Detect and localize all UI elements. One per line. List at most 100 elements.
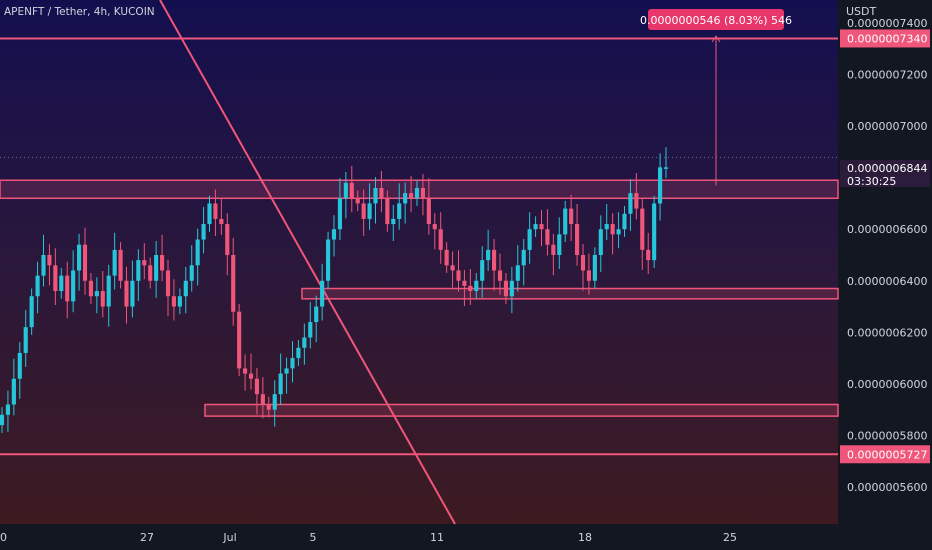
candle-body[interactable] xyxy=(515,265,520,281)
candle-body[interactable] xyxy=(456,270,461,281)
candle-body[interactable] xyxy=(521,249,526,266)
candle-body[interactable] xyxy=(367,203,372,219)
candle-body[interactable] xyxy=(106,275,111,307)
candle-body[interactable] xyxy=(426,198,431,225)
candle-body[interactable] xyxy=(355,198,360,204)
candle-body[interactable] xyxy=(165,270,171,297)
candle-body[interactable] xyxy=(94,291,99,297)
support-zone[interactable] xyxy=(301,287,839,300)
candle-body[interactable] xyxy=(563,208,568,235)
candle-body[interactable] xyxy=(414,187,420,199)
candle-body[interactable] xyxy=(23,327,28,353)
candle-body[interactable] xyxy=(53,265,58,292)
candle-body[interactable] xyxy=(646,249,651,261)
candle-body[interactable] xyxy=(486,249,491,261)
candle-body[interactable] xyxy=(82,244,88,281)
candle-body[interactable] xyxy=(592,255,597,281)
candle-body[interactable] xyxy=(509,280,514,297)
candle-body[interactable] xyxy=(136,260,141,281)
candle-body[interactable] xyxy=(171,296,177,307)
candle-body[interactable] xyxy=(557,234,562,255)
candle-body[interactable] xyxy=(331,229,337,240)
candle-body[interactable] xyxy=(616,229,621,235)
candle-body[interactable] xyxy=(663,167,669,169)
candle-body[interactable] xyxy=(497,270,503,281)
candle-body[interactable] xyxy=(468,285,473,292)
candle-body[interactable] xyxy=(177,296,182,307)
candle-body[interactable] xyxy=(59,275,64,292)
candle-body[interactable] xyxy=(189,265,194,281)
candle-body[interactable] xyxy=(586,270,592,281)
candle-body[interactable] xyxy=(657,167,663,204)
candle-body[interactable] xyxy=(580,255,586,271)
candle-body[interactable] xyxy=(148,265,153,281)
candle-body[interactable] xyxy=(574,224,580,255)
candle-body[interactable] xyxy=(569,208,574,225)
candle-body[interactable] xyxy=(272,394,277,410)
candle-body[interactable] xyxy=(385,198,390,225)
candle-body[interactable] xyxy=(325,239,331,281)
candle-body[interactable] xyxy=(201,224,206,240)
candle-body[interactable] xyxy=(474,280,479,292)
candle-body[interactable] xyxy=(551,244,556,255)
candle-body[interactable] xyxy=(397,203,402,219)
candle-body[interactable] xyxy=(71,270,76,302)
candle-body[interactable] xyxy=(308,322,313,338)
candle-body[interactable] xyxy=(503,280,509,297)
candle-body[interactable] xyxy=(450,265,455,271)
candle-body[interactable] xyxy=(65,275,70,302)
candle-body[interactable] xyxy=(0,414,5,426)
candle-body[interactable] xyxy=(527,229,532,250)
candle-body[interactable] xyxy=(76,244,82,271)
candle-body[interactable] xyxy=(628,193,633,214)
candle-body[interactable] xyxy=(219,218,224,225)
candle-body[interactable] xyxy=(539,224,544,230)
candle-body[interactable] xyxy=(207,203,212,225)
candle-body[interactable] xyxy=(29,296,34,328)
candle-body[interactable] xyxy=(598,229,603,255)
candle-body[interactable] xyxy=(213,203,218,219)
candle-body[interactable] xyxy=(5,404,11,415)
candle-body[interactable] xyxy=(314,306,319,323)
candle-body[interactable] xyxy=(154,255,159,281)
candle-body[interactable] xyxy=(47,255,52,266)
candle-body[interactable] xyxy=(237,311,242,369)
candle-body[interactable] xyxy=(11,378,16,405)
candle-body[interactable] xyxy=(260,394,265,405)
candle-body[interactable] xyxy=(545,229,550,245)
candle-body[interactable] xyxy=(320,280,325,307)
candle-body[interactable] xyxy=(403,193,408,204)
candle-body[interactable] xyxy=(379,187,384,199)
candle-body[interactable] xyxy=(610,224,615,235)
candle-body[interactable] xyxy=(254,378,260,395)
candle-body[interactable] xyxy=(266,404,271,410)
candle-body[interactable] xyxy=(130,280,135,307)
candle-body[interactable] xyxy=(225,224,230,255)
candle-body[interactable] xyxy=(640,208,645,250)
candle-body[interactable] xyxy=(361,203,366,219)
candle-body[interactable] xyxy=(17,352,22,379)
candle-body[interactable] xyxy=(480,260,485,281)
candle-body[interactable] xyxy=(41,255,46,276)
candle-body[interactable] xyxy=(195,239,200,266)
candle-body[interactable] xyxy=(100,291,105,307)
candle-body[interactable] xyxy=(290,358,295,369)
candle-body[interactable] xyxy=(248,373,254,379)
candle-body[interactable] xyxy=(124,280,129,307)
candle-body[interactable] xyxy=(284,368,289,374)
candle-body[interactable] xyxy=(112,249,117,276)
candle-body[interactable] xyxy=(337,198,343,230)
candle-body[interactable] xyxy=(159,255,165,271)
candle-body[interactable] xyxy=(231,255,236,312)
candle-body[interactable] xyxy=(634,193,639,209)
candle-body[interactable] xyxy=(533,224,538,230)
candle-body[interactable] xyxy=(88,280,94,297)
candle-body[interactable] xyxy=(622,213,627,230)
candle-body[interactable] xyxy=(604,224,609,230)
candle-body[interactable] xyxy=(296,347,301,359)
candle-body[interactable] xyxy=(373,187,378,204)
candle-body[interactable] xyxy=(438,229,443,250)
